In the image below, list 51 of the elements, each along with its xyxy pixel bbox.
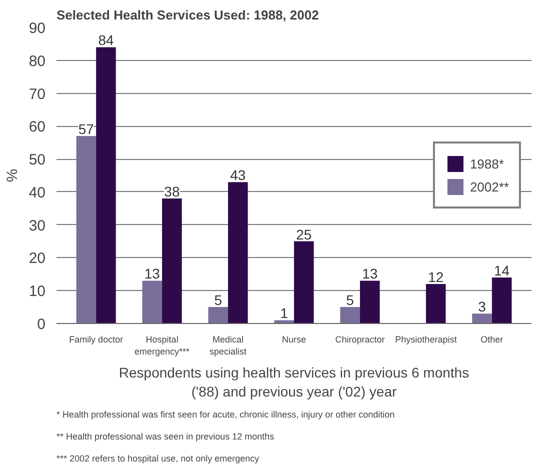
data-label: 84 [98, 32, 114, 48]
bar [208, 307, 228, 324]
data-label: 14 [494, 262, 510, 278]
x-tick-label: Physiotherapist [395, 334, 458, 344]
y-tick-label: 20 [28, 250, 46, 268]
x-tick-label: Chiropractor [335, 334, 385, 344]
data-label: 43 [230, 167, 246, 184]
bar [340, 307, 360, 324]
bar [228, 182, 248, 324]
data-label: 13 [144, 266, 160, 282]
chart-title: Selected Health Services Used: 1988, 2002 [56, 8, 319, 22]
text: ** Health professional was seen in previous 12 months [56, 432, 275, 442]
bar [96, 47, 116, 324]
x-tick-label: Family doctor [69, 334, 124, 344]
y-axis-title: % [4, 168, 21, 182]
bar [142, 280, 162, 324]
y-tick-label: 80 [28, 52, 46, 70]
legend-label: 1988* [470, 156, 504, 171]
data-label: 12 [428, 269, 444, 286]
y-tick-label: 0 [37, 316, 46, 333]
data-label: 3 [478, 298, 486, 315]
bar [472, 314, 492, 324]
bar [162, 198, 182, 324]
x-axis-title: Respondents using health services in previous 6 months ('88) and previous year ('02) year [118, 364, 470, 400]
data-label: 13 [362, 266, 378, 282]
data-label: 25 [296, 226, 312, 242]
data-label: 5 [346, 292, 354, 308]
y-tick-label: 10 [28, 283, 46, 300]
bar [294, 241, 314, 324]
x-tick-label: Nurse [282, 334, 306, 344]
y-tick-label: 90 [28, 20, 46, 37]
y-tick-label: 40 [28, 184, 46, 202]
text: *** 2002 refers to hospital use, not only emergency [56, 454, 260, 464]
bar [492, 277, 512, 324]
data-label: 5 [214, 292, 222, 308]
x-tick-label: Medical specialist [210, 334, 248, 356]
y-tick-label: 60 [28, 118, 46, 136]
x-tick-label: Hospital emergency*** [134, 334, 190, 356]
y-tick-label: 70 [28, 86, 46, 103]
data-label: 38 [164, 184, 180, 200]
y-tick-label: 50 [28, 152, 46, 169]
bar [360, 280, 380, 324]
data-label: 57 [78, 121, 94, 138]
bar [274, 320, 294, 324]
x-tick-label: Other [480, 334, 504, 344]
text: * Health professional was first seen for acute, chronic illness, injury or other condition [56, 410, 395, 420]
bar [426, 284, 446, 324]
y-tick-label: 30 [28, 217, 46, 234]
bar [76, 136, 96, 324]
data-label: 1 [280, 305, 288, 322]
legend-label: 2002** [470, 179, 509, 194]
